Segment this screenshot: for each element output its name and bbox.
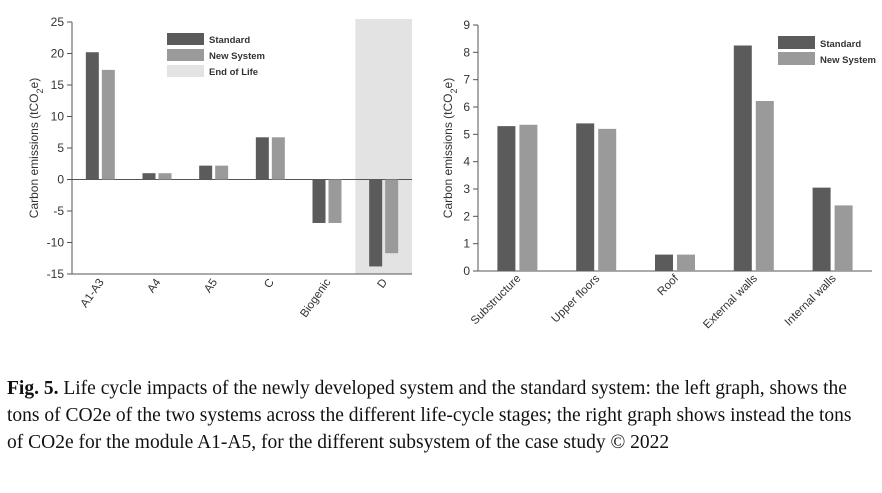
bar-new-system — [598, 128, 617, 271]
legend-label: New System — [209, 51, 265, 62]
x-tick-label: A4 — [146, 276, 164, 295]
x-tick-label: A1-A3 — [79, 277, 107, 310]
x-tick-label: A5 — [202, 277, 220, 295]
bar-new-system — [385, 179, 399, 254]
left-chart: -15 -10 -5 0 5 10 15 20 25 Carbon emissions (tCO2… — [27, 15, 412, 320]
y-tick-label: -10 — [47, 236, 65, 250]
legend-label: Standard — [820, 39, 861, 50]
bar-new-system — [328, 179, 342, 223]
y-tick-label: 4 — [463, 155, 470, 169]
caption-label: Fig. 5. — [7, 378, 59, 399]
figure-caption: Fig. 5. Life cycle impacts of the newly … — [7, 375, 872, 456]
y-axis-label: Carbon emissions (tCO2e) — [27, 78, 45, 218]
bar-new-system — [158, 173, 172, 180]
bar-standard — [312, 179, 326, 223]
y-tick-label: 8 — [463, 45, 470, 59]
y-tick-label: 10 — [51, 110, 65, 124]
bar-new-system — [215, 165, 229, 180]
bar-new-system — [101, 69, 115, 180]
legend-swatch — [167, 65, 204, 77]
y-tick-label: 25 — [51, 15, 65, 29]
y-tick-label: 2 — [463, 209, 470, 223]
y-tick-label: 3 — [463, 182, 470, 196]
x-tick-label: Internal walls — [783, 272, 839, 328]
y-tick-label: 7 — [463, 73, 470, 87]
bar-standard — [497, 126, 516, 271]
x-tick-label: Upper floors — [550, 272, 603, 325]
legend-swatch — [167, 49, 204, 61]
legend-swatch — [167, 33, 204, 45]
y-tick-label: -15 — [47, 267, 65, 281]
legend-label: End of Life — [209, 67, 258, 78]
bar-new-system — [271, 137, 285, 180]
bar-standard — [733, 45, 752, 271]
x-tick-label: C — [262, 277, 277, 291]
bar-new-system — [519, 124, 538, 272]
y-tick-label: -5 — [53, 204, 64, 218]
caption-text: Life cycle impacts of the newly develope… — [7, 378, 852, 453]
bar-standard — [369, 179, 383, 267]
bar-standard — [812, 187, 831, 271]
legend-label: Standard — [209, 35, 250, 46]
y-tick-label: 5 — [57, 141, 64, 155]
y-tick-label: 20 — [51, 47, 65, 61]
y-tick-label: 6 — [463, 100, 470, 114]
bar-new-system — [677, 254, 695, 271]
bar-standard — [142, 173, 156, 180]
x-tick-label: Roof — [655, 272, 681, 298]
x-tick-label: External walls — [701, 272, 760, 331]
bar-standard — [85, 52, 99, 180]
x-tick-label: Substructure — [469, 273, 524, 328]
x-tick-label: D — [376, 277, 391, 291]
y-tick-label: 0 — [57, 173, 64, 187]
bar-new-system — [834, 205, 853, 271]
x-tick-label: Biogenic — [298, 277, 333, 320]
right-chart: 0 1 2 3 4 5 6 7 8 9 Carbon emissions (tCO2e) Substr… — [441, 18, 876, 331]
legend-swatch — [778, 36, 815, 49]
bar-standard — [255, 137, 269, 180]
y-tick-label: 5 — [463, 127, 470, 141]
legend-label: New System — [820, 55, 876, 66]
y-tick-label: 15 — [51, 78, 65, 92]
y-axis-label: Carbon emissions (tCO2e) — [441, 78, 459, 218]
bar-standard — [655, 254, 673, 271]
y-tick-label: 1 — [463, 237, 470, 251]
y-tick-label: 0 — [463, 264, 470, 278]
bar-standard — [576, 123, 595, 272]
bar-new-system — [755, 100, 774, 271]
bar-standard — [199, 165, 213, 180]
y-tick-label: 9 — [463, 18, 470, 32]
legend-swatch — [778, 52, 815, 65]
end-of-life-band — [355, 19, 412, 274]
